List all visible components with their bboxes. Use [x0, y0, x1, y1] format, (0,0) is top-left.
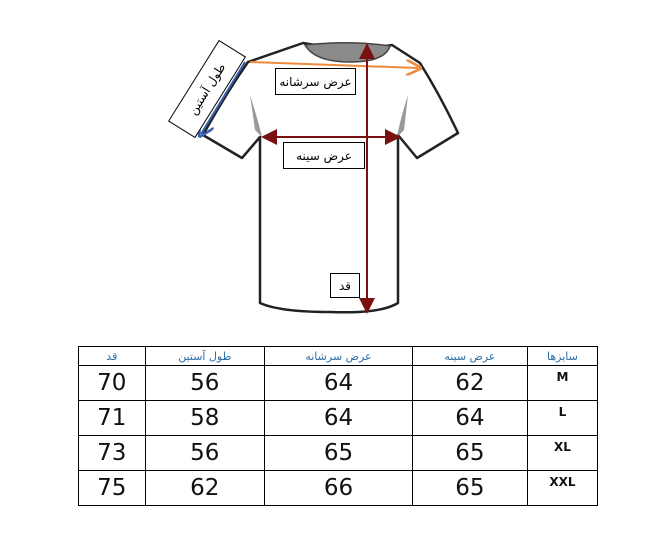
- cell-chest-width: 62: [411, 365, 528, 401]
- shoulder-width-arrow: [249, 62, 418, 68]
- cell-size: XL: [526, 435, 599, 471]
- cell-sleeve-length: 58: [144, 400, 265, 436]
- cell-length: 73: [78, 435, 146, 471]
- tshirt-diagram: [0, 41, 460, 314]
- cell-sleeve-length: 56: [144, 365, 265, 401]
- table-row: 71 58 64 64 L: [78, 400, 599, 436]
- length-label: قد: [330, 273, 360, 298]
- cell-sleeve-length: 56: [144, 435, 265, 471]
- left-armpit-shade: [250, 95, 262, 137]
- cell-size: M: [526, 365, 599, 401]
- cell-shoulder-width: 66: [263, 470, 413, 506]
- header-shoulder-width: عرض سرشانه: [263, 346, 413, 366]
- header-sleeve-length: طول آستین: [144, 346, 265, 366]
- sleeve-length-arrow: [201, 61, 246, 134]
- cell-chest-width: 64: [411, 400, 528, 436]
- table-row: 70 56 64 62 M: [78, 365, 599, 401]
- cell-shoulder-width: 64: [263, 400, 413, 436]
- cell-length: 70: [78, 365, 146, 401]
- table-row: 75 62 66 65 XXL: [78, 470, 599, 506]
- cell-length: 71: [78, 400, 146, 436]
- cell-length: 75: [78, 470, 146, 506]
- header-length: قد: [78, 346, 146, 366]
- cell-sleeve-length: 62: [144, 470, 265, 506]
- header-chest-width: عرض سینه: [411, 346, 528, 366]
- cell-shoulder-width: 65: [263, 435, 413, 471]
- cell-chest-width: 65: [411, 470, 528, 506]
- cell-size: L: [526, 400, 599, 436]
- cell-chest-width: 65: [411, 435, 528, 471]
- chest-width-label: عرض سینه: [283, 142, 365, 169]
- right-armpit-shade: [397, 95, 408, 137]
- shoulder-width-label: عرض سرشانه: [275, 68, 356, 95]
- cell-size: XXL: [526, 470, 599, 506]
- table-row: 73 56 65 65 XL: [78, 435, 599, 471]
- size-table: قد طول آستین عرض سرشانه عرض سینه سایزها …: [78, 346, 599, 506]
- table-header-row: قد طول آستین عرض سرشانه عرض سینه سایزها: [78, 346, 599, 366]
- cell-shoulder-width: 64: [263, 365, 413, 401]
- header-sizes: سایزها: [526, 346, 599, 366]
